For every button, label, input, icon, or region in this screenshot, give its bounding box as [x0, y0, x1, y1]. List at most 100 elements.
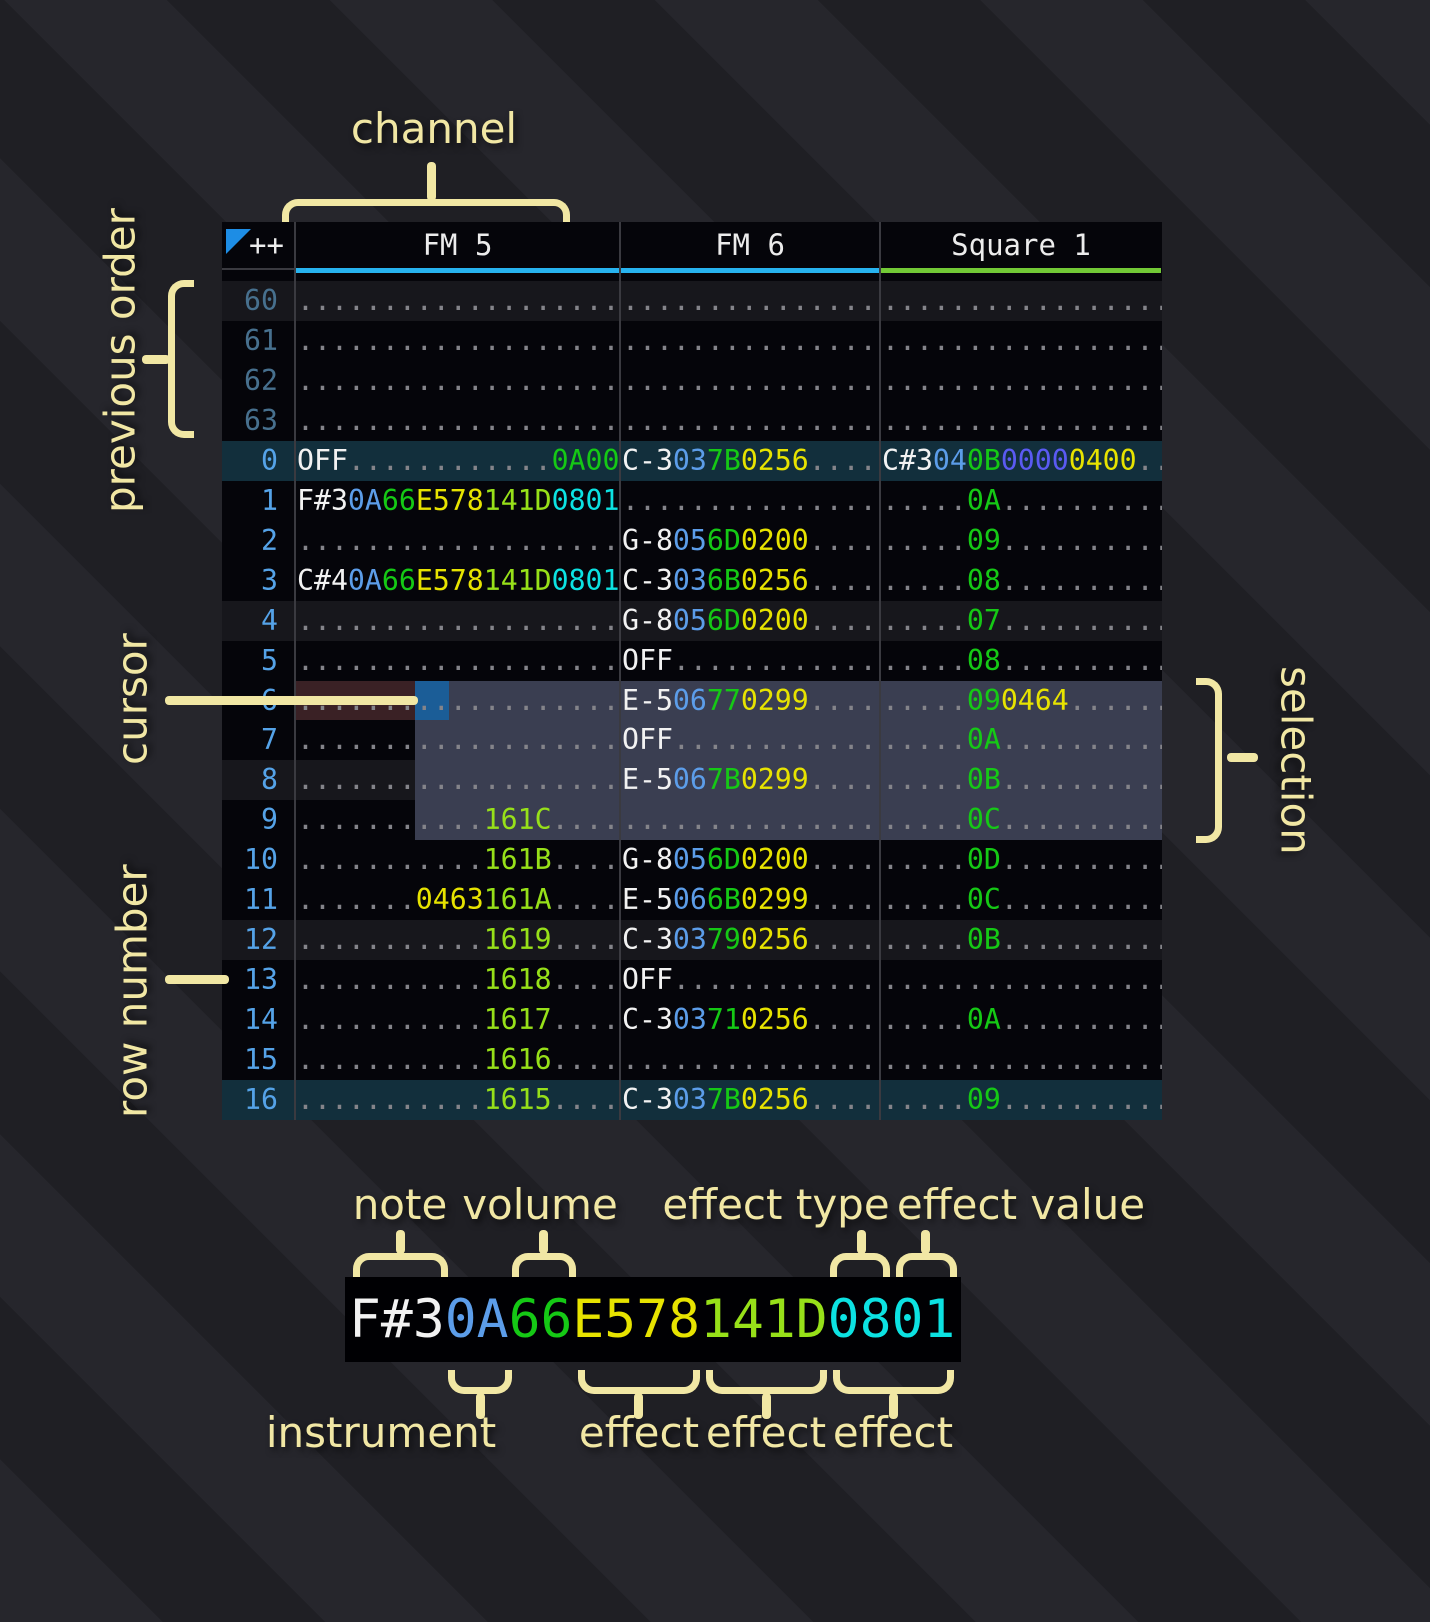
pattern-cell-fm5[interactable]: ................... [295, 601, 620, 641]
pattern-cell-fm5[interactable]: ................... [295, 321, 620, 361]
pattern-cell-sq1[interactable]: .....09.......... [880, 521, 1162, 561]
pattern-cell-fm6[interactable]: ............... [620, 281, 880, 321]
pattern-cell-sq1[interactable]: ................. [880, 1040, 1162, 1080]
channel-header[interactable]: FM 5 [422, 228, 493, 262]
empty-dots: ............... [622, 403, 877, 437]
empty-dots: ........... [297, 963, 484, 997]
pattern-note: E-5 [622, 883, 673, 917]
pattern-cell-sq1[interactable]: C#3040B00000400.. [880, 441, 1162, 481]
pattern-cell-sq1[interactable]: .....090464...... [880, 681, 1162, 721]
pattern-cell-fm6[interactable]: C-3036B0256.... [620, 561, 880, 601]
pattern-note: G-8 [622, 603, 673, 637]
empty-dots: ..... [882, 523, 967, 557]
pattern-fxL: 1617 [483, 1003, 552, 1037]
pattern-vol: 79 [706, 923, 741, 957]
effect2-callout-bracket [706, 1370, 827, 1394]
pattern-cell-fm6[interactable]: E-506770299.... [620, 681, 880, 721]
empty-dots: .. [1136, 443, 1162, 477]
pattern-cell-fm6[interactable]: G-8056D0200.... [620, 840, 880, 880]
pattern-row: 15 ...........1616.......................… [222, 1040, 1162, 1080]
empty-dots: .... [808, 843, 877, 877]
pattern-cell-sq1[interactable]: .....08.......... [880, 641, 1162, 681]
pattern-row: 12 ...........1619.... C-303790256........… [222, 920, 1162, 961]
pattern-vol: 09 [966, 683, 1001, 717]
pattern-cell-fm6[interactable]: ............... [620, 401, 880, 441]
pattern-note: F#3 [297, 483, 348, 517]
channel-underline [296, 268, 619, 273]
pattern-cell-fm6[interactable]: ............... [620, 481, 880, 521]
pattern-cell-fm5[interactable]: ................... [295, 641, 620, 681]
pattern-cell-fm5[interactable]: ...........1618.... [295, 960, 620, 1000]
pattern-cell-fm6[interactable]: G-8056D0200.... [620, 601, 880, 641]
legend-segment-fxY: E578 [572, 1289, 701, 1350]
pattern-cell-sq1[interactable]: .....0B.......... [880, 920, 1162, 960]
pattern-cell-fm5[interactable]: ................... [295, 521, 620, 561]
pattern-cell-sq1[interactable]: .....0B.......... [880, 760, 1162, 800]
pattern-cell-fm6[interactable]: C-303790256.... [620, 920, 880, 960]
pattern-cell-fm6[interactable]: OFF............ [620, 720, 880, 760]
pattern-cell-sq1[interactable]: .....0D.......... [880, 840, 1162, 880]
pattern-cell-fm5[interactable]: ................... [295, 401, 620, 441]
pattern-cell-fm5[interactable]: ...........1615.... [295, 1080, 620, 1120]
pattern-cell-fm6[interactable]: ............... [620, 800, 880, 840]
pattern-cell-fm5[interactable]: C#40A66E578141D0801 [295, 561, 620, 601]
pattern-vol: 6D [706, 843, 741, 877]
pattern-vol: 6D [706, 523, 741, 557]
pattern-cell-sq1[interactable]: ................. [880, 361, 1162, 401]
pattern-cell-sq1[interactable]: .....09.......... [880, 1080, 1162, 1120]
pattern-cell-fm6[interactable]: C-303710256.... [620, 1000, 880, 1040]
pattern-cell-fm5[interactable]: ................... [295, 760, 620, 800]
pattern-note: C-3 [622, 443, 673, 477]
pattern-cell-sq1[interactable]: ................. [880, 281, 1162, 321]
pattern-cell-sq1[interactable]: .....0A.......... [880, 720, 1162, 760]
empty-dots: ........... [297, 803, 484, 837]
channel-header[interactable]: FM 6 [715, 228, 785, 262]
pattern-cell-fm6[interactable]: OFF............ [620, 960, 880, 1000]
pattern-cell-fm5[interactable]: ...........161C.... [295, 800, 620, 840]
pattern-cell-fm5[interactable]: OFF............0A00 [295, 441, 620, 481]
pattern-cell-fm6[interactable]: G-8056D0200.... [620, 521, 880, 561]
pattern-row: 62......................................… [222, 361, 1162, 401]
corner-button[interactable]: ++ [222, 222, 295, 268]
pattern-cell-fm5[interactable]: ................... [295, 281, 620, 321]
pattern-cell-fm6[interactable]: C-3037B0256.... [620, 1080, 880, 1120]
pattern-cell-fm6[interactable]: E-5066B0299.... [620, 880, 880, 920]
empty-dots: ..... [882, 563, 967, 597]
empty-dots: ........... [297, 843, 484, 877]
pattern-cell-sq1[interactable]: .....0A.......... [880, 1000, 1162, 1040]
pattern-cell-sq1[interactable]: .....0C.......... [880, 880, 1162, 920]
pattern-cell-fm5[interactable]: ................... [295, 720, 620, 760]
pattern-cell-sq1[interactable]: .....0C.......... [880, 800, 1162, 840]
pattern-vol: 66 [381, 563, 416, 597]
pattern-cell-fm5[interactable]: ...........1617.... [295, 1000, 620, 1040]
pattern-vol: 0A [966, 1003, 1001, 1037]
pattern-cell-fm5[interactable]: ...........1619.... [295, 920, 620, 960]
pattern-row: 2................... G-8056D0200.........… [222, 521, 1162, 561]
pattern-cell-fm5[interactable]: ...........1616.... [295, 1040, 620, 1080]
channel-header[interactable]: Square 1 [951, 228, 1091, 262]
pattern-row: 3 C#40A66E578141D0801 C-3036B0256.........… [222, 561, 1162, 601]
pattern-cell-sq1[interactable]: ................. [880, 960, 1162, 1000]
pattern-cell-fm5[interactable]: F#30A66E578141D0801 [295, 481, 620, 521]
pattern-cell-fm5[interactable]: ................... [295, 361, 620, 401]
pattern-note: G-8 [622, 843, 673, 877]
pattern-row: 60......................................… [222, 281, 1162, 321]
pattern-cell-sq1[interactable]: .....0A.......... [880, 481, 1162, 521]
pattern-cell-sq1[interactable]: .....07.......... [880, 601, 1162, 641]
empty-dots: ..... [882, 803, 967, 837]
pattern-cell-fm6[interactable]: ............... [620, 321, 880, 361]
pattern-cell-fm6[interactable]: C-3037B0256.... [620, 441, 880, 481]
empty-dots: ........... [297, 1043, 484, 1077]
pattern-cell-fm6[interactable]: OFF............ [620, 641, 880, 681]
pattern-cell-fm6[interactable]: ............... [620, 1040, 880, 1080]
pattern-vol: 0A [966, 723, 1001, 757]
pattern-cell-sq1[interactable]: ................. [880, 321, 1162, 361]
pattern-cell-fm5[interactable]: ...........161B.... [295, 840, 620, 880]
pattern-cell-sq1[interactable]: .....08.......... [880, 561, 1162, 601]
row-number: 15 [244, 1043, 278, 1077]
pattern-cell-fm5[interactable]: .......0463161A.... [295, 880, 620, 920]
pattern-cell-fm6[interactable]: E-5067B0299.... [620, 760, 880, 800]
pattern-cell-fm6[interactable]: ............... [620, 361, 880, 401]
empty-dots: .... [551, 883, 620, 917]
pattern-cell-sq1[interactable]: ................. [880, 401, 1162, 441]
